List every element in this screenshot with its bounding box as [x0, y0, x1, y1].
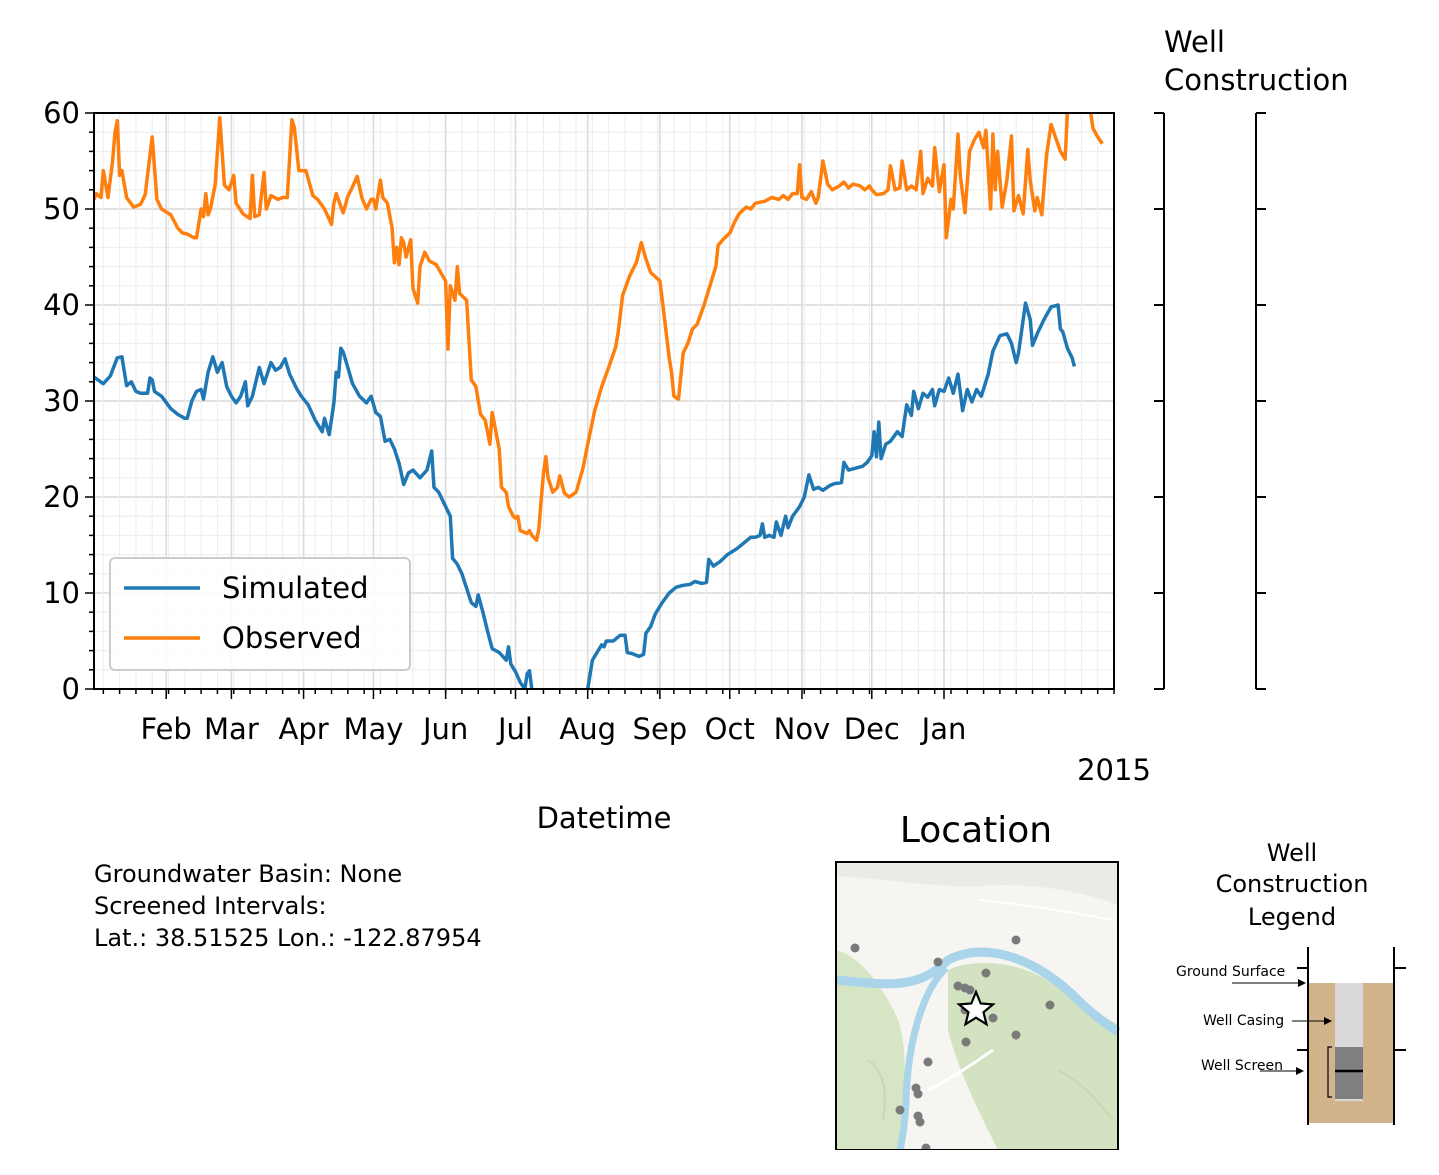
well-info: Groundwater Basin: None Screened Interva…	[94, 858, 482, 954]
well-panel-title-2: Construction	[1164, 63, 1349, 97]
chart-legend: Simulated Observed	[109, 557, 411, 671]
well-location-star-icon	[956, 989, 996, 1027]
legend-title-2: Construction	[1216, 870, 1369, 898]
screened-intervals-text: Screened Intervals:	[94, 892, 327, 920]
well-casing-label: Well Casing	[1203, 1013, 1284, 1029]
x-tick-label: May	[343, 712, 403, 746]
x-tick-label: Dec	[844, 712, 900, 746]
legend-box	[109, 557, 411, 671]
y-tick-label: 60	[43, 96, 80, 130]
x-tick-label: Feb	[141, 712, 192, 746]
y-tick-label: 40	[43, 288, 80, 322]
coordinates-text: Lat.: 38.51525 Lon.: -122.87954	[94, 924, 482, 952]
x-tick-label: Apr	[279, 712, 329, 746]
simulated-line	[94, 346, 534, 689]
hydrograph-chart: 0 10 20 30 40 50 60 Feb Mar Apr May Jun Jul Aug Sep Oc…	[43, 25, 1349, 835]
ground-surface-label: Ground Surface	[1176, 964, 1285, 980]
basin-text: Groundwater Basin: None	[94, 860, 403, 888]
y-tick-label: 10	[43, 576, 80, 610]
simulated-line	[585, 301, 1077, 689]
well-diagram	[1232, 947, 1406, 1125]
well-construction-legend: Well Construction Legend Ground Surface …	[1176, 839, 1406, 1125]
x-tick-label: Mar	[204, 712, 259, 746]
x-axis-label: Datetime	[537, 801, 672, 835]
x-axis: Feb Mar Apr May Jun Jul Aug Sep Oct Nov Dec Jan	[102, 689, 1115, 746]
well-construction-panel: Well Construction	[1154, 25, 1349, 690]
y-axis: 0 10 20 30 40 50 60	[43, 96, 94, 706]
series-group	[94, 113, 1104, 689]
well-screen-label: Well Screen	[1201, 1058, 1283, 1074]
x-year-label: 2015	[1077, 753, 1151, 787]
well-panel-ticks	[1154, 112, 1266, 690]
y-tick-label: 0	[62, 672, 80, 706]
chart-series	[94, 113, 1104, 689]
x-tick-label: Jul	[496, 712, 533, 746]
legend-label-observed: Observed	[222, 621, 362, 655]
x-tick-label: Nov	[774, 712, 831, 746]
x-tick-label: Jan	[920, 712, 967, 746]
x-tick-label: Oct	[705, 712, 755, 746]
location-map: Location	[835, 810, 1121, 1150]
legend-title-1: Well	[1267, 839, 1317, 867]
y-tick-label: 20	[43, 480, 80, 514]
observed-line	[94, 113, 1070, 542]
x-tick-label: Aug	[559, 712, 616, 746]
x-tick-label: Sep	[633, 712, 688, 746]
y-tick-label: 30	[43, 384, 80, 418]
legend-title-3: Legend	[1248, 903, 1336, 931]
legend-label-simulated: Simulated	[222, 571, 369, 605]
y-tick-label: 50	[43, 192, 80, 226]
well-panel-title-1: Well	[1164, 25, 1225, 59]
location-title: Location	[900, 810, 1052, 851]
map-frame	[835, 861, 1119, 1150]
map-image	[835, 862, 1121, 1150]
observed-line	[1088, 113, 1104, 145]
x-tick-label: Jun	[421, 712, 468, 746]
